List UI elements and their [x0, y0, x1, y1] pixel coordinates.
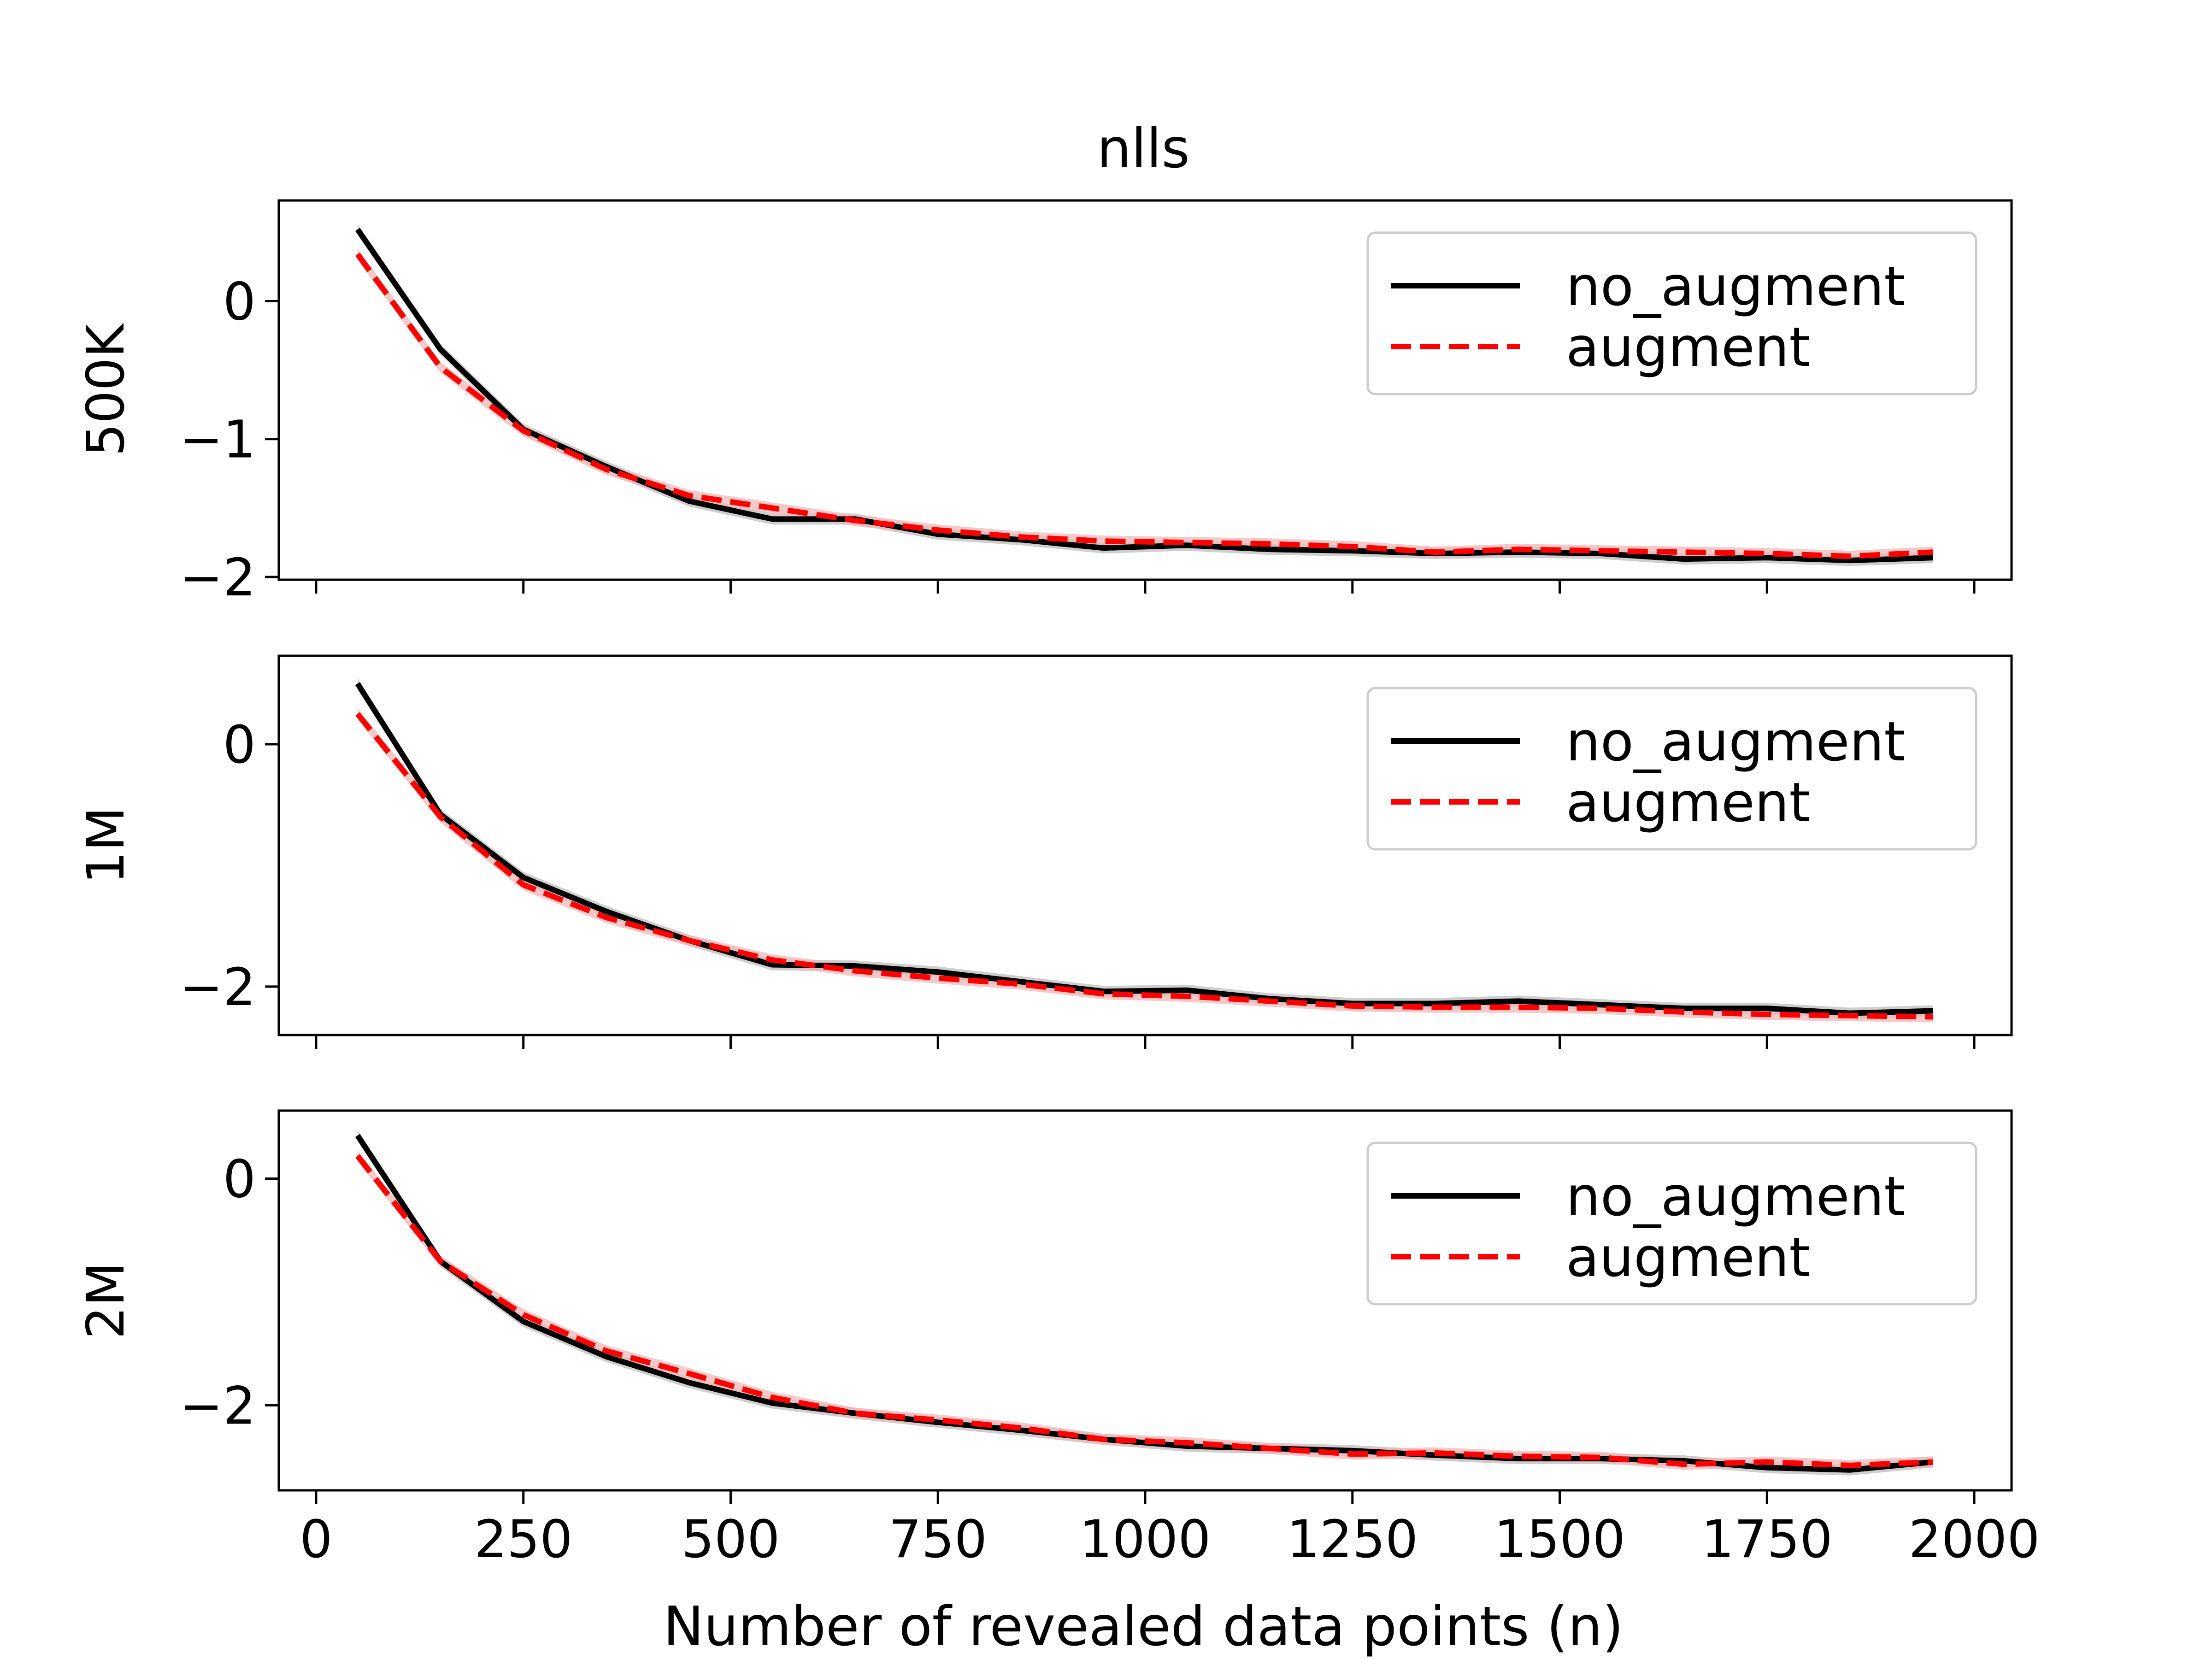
figure-title: nlls	[1097, 117, 1190, 180]
series-line-augment	[355, 1154, 1933, 1468]
series-line-augment	[355, 712, 1933, 1020]
legend-label-augment: augment	[1566, 1225, 1811, 1289]
y-tick-label: 0	[223, 272, 256, 332]
x-tick-label: 500	[682, 1510, 780, 1570]
x-tick-label: 2000	[1909, 1510, 2040, 1570]
legend-box	[1366, 687, 1977, 851]
legend-label-augment: augment	[1566, 315, 1811, 379]
y-tick-label: 0	[223, 715, 256, 775]
x-tick-label: 1500	[1494, 1510, 1625, 1570]
legend-box	[1366, 231, 1977, 395]
y-tick-label: −2	[180, 958, 256, 1018]
legend-label-no_augment: no_augment	[1566, 254, 1906, 318]
y-tick-label: −1	[180, 410, 256, 470]
legend-box	[1366, 1141, 1977, 1306]
x-tick-label: 1250	[1287, 1510, 1418, 1570]
x-tick-label: 250	[474, 1510, 573, 1570]
legend-label-augment: augment	[1566, 771, 1811, 834]
x-tick-label: 0	[300, 1510, 332, 1570]
y-tick-label: −2	[180, 548, 256, 608]
series-line-augment	[355, 253, 1933, 559]
y-axis-label: 500K	[76, 323, 136, 456]
x-tick-label: 1750	[1701, 1510, 1833, 1570]
x-tick-label: 750	[888, 1510, 987, 1570]
x-axis-label: Number of revealed data points (n)	[663, 1594, 1624, 1658]
x-tick-label: 1000	[1079, 1510, 1211, 1570]
series-line-no_augment	[355, 682, 1933, 1016]
panels: 0−1−2500Kno_augmentaugment0−21Mno_augmen…	[76, 199, 2040, 1570]
legend-label-no_augment: no_augment	[1566, 1165, 1906, 1228]
y-tick-label: −2	[180, 1377, 256, 1436]
y-axis-label: 1M	[76, 807, 136, 884]
panel-2M: 0 250 500 750 1000 1250 1500 1750 2000 0 −2 2M no_au…	[76, 1109, 2040, 1570]
y-axis-label: 2M	[76, 1262, 136, 1339]
legend-label-no_augment: no_augment	[1566, 710, 1906, 773]
y-tick-label: 0	[223, 1150, 256, 1210]
